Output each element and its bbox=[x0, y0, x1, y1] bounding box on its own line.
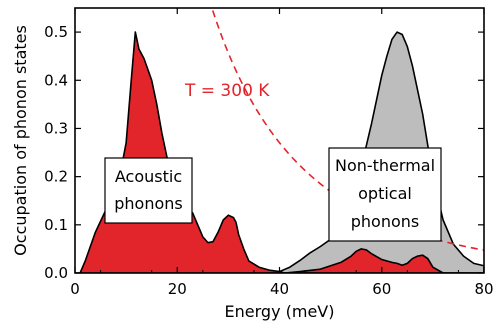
optical-box-line-2: optical bbox=[358, 184, 412, 203]
x-axis-label: Energy (meV) bbox=[225, 302, 335, 321]
optical-box-line-3: phonons bbox=[351, 212, 420, 231]
y-axis-label: Occupation of phonon states bbox=[11, 25, 30, 256]
x-tick-label: 0 bbox=[70, 280, 80, 298]
x-tick-label: 40 bbox=[270, 280, 289, 298]
y-tick-label: 0.1 bbox=[44, 216, 68, 234]
tick-layer: 0 20 40 60 80 0.0 0.1 0.2 0.3 0.4 0.5 bbox=[44, 8, 494, 298]
x-tick-label: 60 bbox=[372, 280, 391, 298]
y-tick-label: 0.5 bbox=[44, 23, 68, 41]
y-tick-label: 0.3 bbox=[44, 119, 68, 137]
y-tick-label: 0.2 bbox=[44, 168, 68, 186]
y-tick-label: 0.0 bbox=[44, 264, 68, 282]
acoustic-box-line-2: phonons bbox=[114, 194, 183, 213]
x-tick-label: 20 bbox=[168, 280, 187, 298]
optical-phonons-box: Non-thermal optical phonons bbox=[328, 147, 442, 242]
x-tick-label: 80 bbox=[474, 280, 493, 298]
y-tick-label: 0.4 bbox=[44, 71, 68, 89]
optical-box-line-1: Non-thermal bbox=[335, 156, 435, 175]
acoustic-phonons-box: Acoustic phonons bbox=[104, 157, 193, 224]
acoustic-box-line-1: Acoustic bbox=[115, 167, 182, 186]
temperature-label: T = 300 K bbox=[184, 81, 270, 101]
